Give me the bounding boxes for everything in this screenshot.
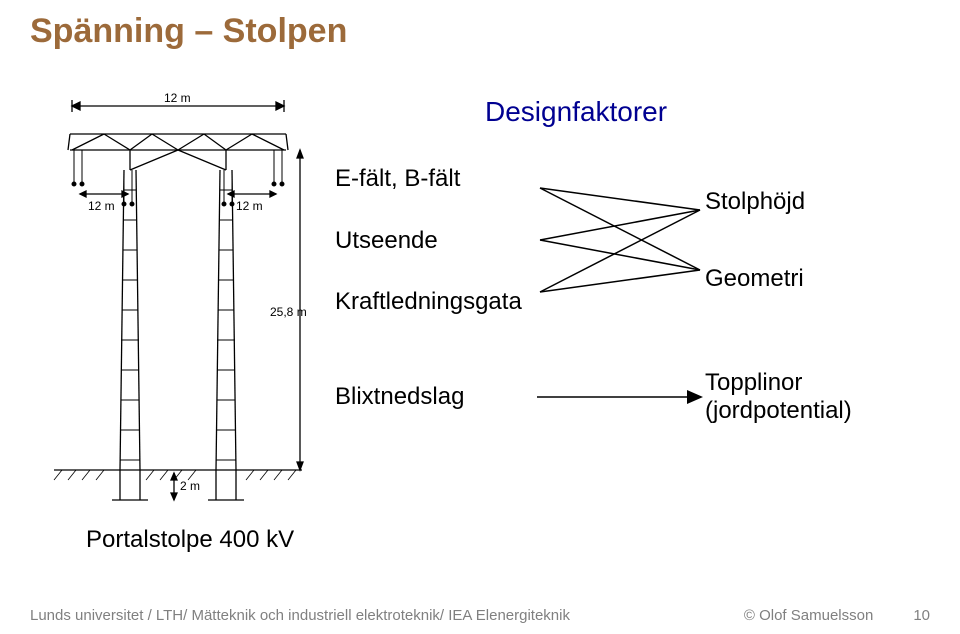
factor-left-3: Kraftledningsgata xyxy=(335,285,535,319)
tower-dim-height: 25,8 m xyxy=(270,305,307,319)
arrow-mapping: Blixtnedslag Topplinor (jordpotential) xyxy=(335,369,915,425)
footer-page: 10 xyxy=(913,607,930,624)
factor-blixt: Blixtnedslag xyxy=(335,383,535,411)
content-area: Designfaktorer E-fält, B-fält Utseende K… xyxy=(335,96,915,425)
portal-label: Portalstolpe 400 kV xyxy=(86,526,294,554)
tower-dim-midright: 12 m xyxy=(236,199,263,213)
factor-left-2: Utseende xyxy=(335,224,535,258)
factor-right-2: Geometri xyxy=(705,262,805,296)
tower-diagram: 12 m 12 m 12 m 25,8 m 2 m xyxy=(24,90,324,520)
factor-left-1: E-fält, B-fält xyxy=(335,162,535,196)
tower-dim-topspan: 12 m xyxy=(164,91,191,105)
subtitle: Designfaktorer xyxy=(485,96,915,128)
cross-lines-icon xyxy=(535,170,705,310)
page-title: Spänning – Stolpen xyxy=(30,12,347,51)
tower-dim-midleft: 12 m xyxy=(88,199,115,213)
tower-dim-depth: 2 m xyxy=(180,479,200,493)
footer-left: Lunds universitet / LTH/ Mätteknik och i… xyxy=(30,607,714,624)
factor-topplinor: Topplinor (jordpotential) xyxy=(705,369,852,425)
footer-mid: © Olof Samuelsson xyxy=(744,607,873,624)
footer: Lunds universitet / LTH/ Mätteknik och i… xyxy=(30,607,930,624)
arrow-right-icon xyxy=(535,385,705,409)
factor-mapping: E-fält, B-fält Utseende Kraftledningsgat… xyxy=(335,148,915,333)
factor-right-1: Stolphöjd xyxy=(705,185,805,219)
